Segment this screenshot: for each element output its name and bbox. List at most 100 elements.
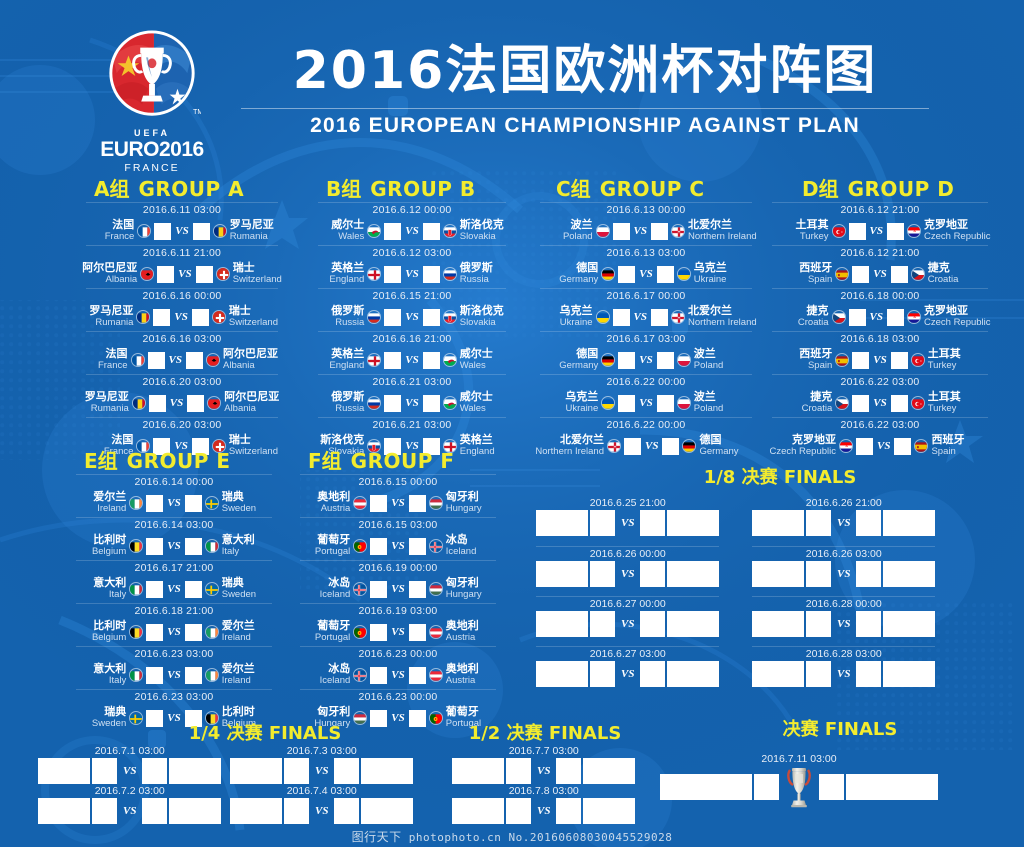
away-team-slot[interactable] xyxy=(169,758,222,784)
away-team-slot[interactable] xyxy=(583,758,636,784)
away-score-box[interactable] xyxy=(656,351,674,369)
away-score-box[interactable] xyxy=(408,623,426,641)
away-team-slot[interactable] xyxy=(361,758,414,784)
away-score-box[interactable] xyxy=(191,437,209,455)
home-score-box[interactable] xyxy=(506,758,531,784)
home-score-box[interactable] xyxy=(590,561,615,587)
home-score-box[interactable] xyxy=(147,351,165,369)
home-team-slot[interactable] xyxy=(536,661,588,687)
home-score-box[interactable] xyxy=(806,611,831,637)
away-score-box[interactable] xyxy=(422,222,440,240)
home-score-box[interactable] xyxy=(384,308,402,326)
home-team-slot[interactable] xyxy=(536,561,588,587)
home-score-box[interactable] xyxy=(612,222,630,240)
away-score-box[interactable] xyxy=(887,222,904,240)
home-score-box[interactable] xyxy=(612,308,630,326)
home-score-box[interactable] xyxy=(92,758,117,784)
home-score-box[interactable] xyxy=(848,222,866,240)
away-score-box[interactable] xyxy=(184,709,202,727)
away-score-box[interactable] xyxy=(640,561,666,587)
home-team-slot[interactable] xyxy=(230,758,282,784)
home-team-slot[interactable] xyxy=(752,611,804,637)
away-score-box[interactable] xyxy=(422,308,440,326)
home-score-box[interactable] xyxy=(92,798,117,824)
home-score-box[interactable] xyxy=(153,308,171,326)
home-team-slot[interactable] xyxy=(752,510,804,536)
home-score-box[interactable] xyxy=(370,666,388,684)
away-score-box[interactable] xyxy=(408,494,426,512)
home-team-slot[interactable] xyxy=(452,798,504,824)
home-score-box[interactable] xyxy=(370,709,388,727)
away-team-slot[interactable] xyxy=(583,798,636,824)
away-score-box[interactable] xyxy=(422,265,440,283)
away-score-box[interactable] xyxy=(640,510,666,536)
home-score-box[interactable] xyxy=(370,537,388,555)
away-score-box[interactable] xyxy=(651,222,668,240)
home-score-box[interactable] xyxy=(806,510,831,536)
home-score-box[interactable] xyxy=(590,611,615,637)
away-score-box[interactable] xyxy=(334,798,360,824)
away-score-box[interactable] xyxy=(187,394,205,412)
home-score-box[interactable] xyxy=(506,798,531,824)
away-score-box[interactable] xyxy=(662,437,680,455)
home-score-box[interactable] xyxy=(590,510,615,536)
away-score-box[interactable] xyxy=(408,580,426,598)
home-score-box[interactable] xyxy=(370,494,388,512)
away-team-slot[interactable] xyxy=(667,561,720,587)
home-score-box[interactable] xyxy=(148,394,166,412)
away-score-box[interactable] xyxy=(556,758,582,784)
home-score-box[interactable] xyxy=(624,437,641,455)
away-team-slot[interactable] xyxy=(169,798,222,824)
home-score-box[interactable] xyxy=(590,661,615,687)
home-score-box[interactable] xyxy=(384,265,402,283)
home-score-box[interactable] xyxy=(384,222,402,240)
home-score-box[interactable] xyxy=(154,222,172,240)
home-score-box[interactable] xyxy=(146,537,164,555)
home-score-box[interactable] xyxy=(852,265,870,283)
home-team-slot[interactable] xyxy=(536,510,588,536)
home-score-box[interactable] xyxy=(284,758,309,784)
away-score-box[interactable] xyxy=(192,222,210,240)
away-score-box[interactable] xyxy=(422,394,440,412)
away-score-box[interactable] xyxy=(184,623,202,641)
home-score-box[interactable] xyxy=(618,394,636,412)
away-score-box[interactable] xyxy=(184,666,202,684)
away-team-slot[interactable] xyxy=(883,661,936,687)
away-score-box[interactable] xyxy=(184,494,202,512)
away-score-box[interactable] xyxy=(334,758,360,784)
home-score-box[interactable] xyxy=(146,623,164,641)
away-score-box[interactable] xyxy=(195,265,213,283)
away-score-box[interactable] xyxy=(184,580,202,598)
away-score-box[interactable] xyxy=(186,351,203,369)
home-team-slot[interactable] xyxy=(230,798,282,824)
home-team-slot[interactable] xyxy=(452,758,504,784)
away-team-slot[interactable] xyxy=(883,561,936,587)
away-score-box[interactable] xyxy=(640,611,666,637)
away-team-slot[interactable] xyxy=(846,774,938,800)
home-score-box[interactable] xyxy=(146,494,164,512)
away-score-box[interactable] xyxy=(408,537,426,555)
home-score-box[interactable] xyxy=(384,437,402,455)
home-score-box[interactable] xyxy=(852,394,870,412)
away-score-box[interactable] xyxy=(184,537,202,555)
away-score-box[interactable] xyxy=(640,661,666,687)
away-score-box[interactable] xyxy=(894,437,912,455)
away-team-slot[interactable] xyxy=(883,510,936,536)
away-score-box[interactable] xyxy=(556,798,582,824)
away-score-box[interactable] xyxy=(887,308,904,326)
away-score-box[interactable] xyxy=(656,394,674,412)
home-score-box[interactable] xyxy=(157,265,175,283)
away-team-slot[interactable] xyxy=(667,611,720,637)
home-score-box[interactable] xyxy=(153,437,171,455)
home-score-box[interactable] xyxy=(754,774,779,800)
away-score-box[interactable] xyxy=(408,709,426,727)
away-score-box[interactable] xyxy=(651,308,668,326)
away-score-box[interactable] xyxy=(890,265,908,283)
home-score-box[interactable] xyxy=(146,666,164,684)
away-score-box[interactable] xyxy=(856,561,882,587)
away-score-box[interactable] xyxy=(856,510,882,536)
away-team-slot[interactable] xyxy=(667,661,720,687)
away-score-box[interactable] xyxy=(890,351,908,369)
home-score-box[interactable] xyxy=(146,709,164,727)
away-score-box[interactable] xyxy=(890,394,908,412)
